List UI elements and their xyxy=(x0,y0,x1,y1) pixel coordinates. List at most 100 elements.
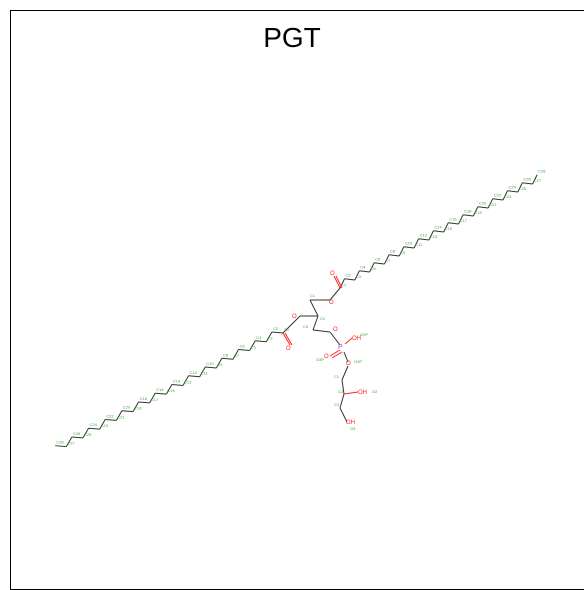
headgroup-atom-label: C3 xyxy=(334,402,340,407)
carbonyl-bond xyxy=(335,275,343,289)
chain-a-atom-label: C2 xyxy=(273,326,279,331)
chain-a-atom-label: C1 xyxy=(284,327,290,332)
chain-a-atom-label: C11 xyxy=(201,371,209,376)
chain-b-atom-label: C27 xyxy=(534,178,542,183)
chain-a-bond xyxy=(255,340,267,343)
chain-b-atom-label: C16 xyxy=(449,217,457,222)
headgroup-bond xyxy=(339,407,348,423)
glycerol-atom-label: C2 xyxy=(320,316,326,321)
chain-a-bond xyxy=(105,418,117,421)
chain-b-bond xyxy=(359,270,370,273)
glycerol-atom-label: C1 xyxy=(310,293,316,298)
chain-a-bond xyxy=(149,392,156,404)
chain-a-bond xyxy=(182,375,189,386)
chain-a-bond xyxy=(171,384,184,386)
chain-a-atom-label: C6 xyxy=(240,344,246,349)
chain-b-atom-label: C3 xyxy=(356,274,362,279)
chain-b-atom-label: C15 xyxy=(445,226,453,231)
chain-b-atom-label: C14 xyxy=(434,225,442,230)
chain-b-atom-label: C6 xyxy=(375,257,381,262)
chain-b-bond xyxy=(507,190,518,193)
chain-a-atom-label: C12 xyxy=(190,370,198,375)
ester-oxygen: O xyxy=(329,300,334,306)
chain-b-bond xyxy=(354,270,360,281)
chain-b-atom-label: C4 xyxy=(360,265,366,270)
ester-bond xyxy=(329,287,341,301)
headgroup-oh: OH xyxy=(358,390,367,396)
chain-a-bond xyxy=(155,392,167,395)
chain-a-bond xyxy=(115,410,123,421)
headgroup-bond xyxy=(339,393,345,409)
chain-a-bond xyxy=(132,401,139,412)
chain-a-atom-label: C13 xyxy=(184,379,192,384)
chain-a-atom-label: C21 xyxy=(117,414,125,419)
chain-a-bond xyxy=(88,427,100,430)
chain-a-atom-label: C20 xyxy=(123,405,131,410)
chain-a-atom-label: C18 xyxy=(140,396,148,401)
phosphate-oxygen: O xyxy=(346,361,351,367)
chain-b-bond xyxy=(383,254,390,265)
chain-b-bond xyxy=(418,238,429,241)
headgroup-bond xyxy=(341,365,349,381)
ester-bond xyxy=(282,315,301,334)
chain-b-atom-label: C26 xyxy=(523,177,531,182)
glycerol-bond xyxy=(312,315,319,331)
bond-layer xyxy=(55,174,538,448)
chain-a-atom-label: C15 xyxy=(167,388,175,393)
chain-b-atom-label: C28 xyxy=(538,169,546,174)
headgroup-oh: OH xyxy=(346,420,355,426)
chain-b-bond xyxy=(448,222,459,225)
chain-a-bond xyxy=(65,436,73,447)
phosphate-oxygen: O xyxy=(324,354,329,360)
headgroup-oh-bond xyxy=(343,391,359,395)
chain-a-atom-label: C17 xyxy=(151,397,159,402)
chain-b-atom-label: C12 xyxy=(420,233,428,238)
chain-a-bond xyxy=(188,375,200,378)
chain-b-bond xyxy=(398,246,405,257)
diagram-frame xyxy=(10,10,584,590)
chain-b-atom-label: C7 xyxy=(385,258,391,263)
chain-a-bond xyxy=(271,331,284,334)
chain-a-bond xyxy=(82,427,89,439)
headgroup-atom-label: C1 xyxy=(334,374,340,379)
phosphate-bond xyxy=(329,331,341,346)
chain-a-bond xyxy=(232,349,239,360)
chain-b-atom-label: C1 xyxy=(341,282,347,287)
atom-label-layer: C1C2C3C4C5C6C7C8C9C10C11C12C13C14C15C16C… xyxy=(56,169,546,446)
chain-b-atom-label: C21 xyxy=(489,202,497,207)
chain-a-bond xyxy=(221,357,234,360)
chain-b-bond xyxy=(403,246,415,249)
chain-a-atom-label: C7 xyxy=(234,353,240,358)
chain-a-bond xyxy=(265,331,273,342)
chain-b-atom-label: C17 xyxy=(460,218,468,223)
chain-a-bond xyxy=(71,436,84,439)
chain-b-bond xyxy=(487,198,494,209)
chain-b-bond xyxy=(374,262,385,265)
chain-b-atom-label: C10 xyxy=(405,241,413,246)
chain-b-atom-label: C22 xyxy=(494,193,502,198)
phosphate-oxygen: O xyxy=(333,327,338,333)
carbonyl-oxygen: O xyxy=(330,271,335,277)
chain-b-atom-label: C13 xyxy=(430,234,438,239)
chain-a-bond xyxy=(215,358,223,369)
chain-b-atom-label: C9 xyxy=(400,250,406,255)
phosphate-oh: OH xyxy=(352,336,361,342)
chain-b-bond xyxy=(369,262,375,273)
p-o-double-bond xyxy=(329,349,341,357)
chain-a-atom-label: C3 xyxy=(267,336,273,341)
headgroup-bond xyxy=(341,379,345,395)
chain-b-atom-label: C24 xyxy=(509,185,517,190)
chain-b-atom-label: C18 xyxy=(464,209,472,214)
ester-oxygen: O xyxy=(292,314,297,320)
chain-a-atom-label: C14 xyxy=(173,379,181,384)
chain-b-bond xyxy=(413,238,420,249)
chain-a-atom-label: C9 xyxy=(217,362,223,367)
glycerol-atom-label: C3 xyxy=(303,324,309,329)
glycerol-bond xyxy=(312,329,331,333)
chain-b-bond xyxy=(522,182,533,185)
chain-b-atom-label: C11 xyxy=(415,242,423,247)
chain-a-atom-label: C25 xyxy=(84,432,92,437)
p-o-double-bond xyxy=(331,351,343,359)
chain-a-atom-label: C16 xyxy=(156,387,164,392)
